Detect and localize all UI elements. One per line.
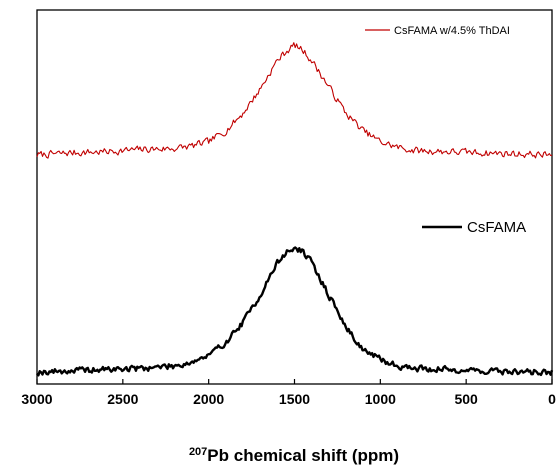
x-tick-label-2000: 2000	[193, 391, 224, 407]
series-layer	[36, 42, 554, 377]
legend-label-thdai: CsFAMA w/4.5% ThDAI	[394, 25, 510, 37]
x-axis-title-main: Pb chemical shift (ppm)	[207, 446, 399, 465]
legend-label-csfama: CsFAMA	[467, 219, 526, 236]
x-axis-title: 207Pb chemical shift (ppm)	[189, 446, 399, 465]
series-line-thdai	[36, 42, 553, 159]
series-line-csfama	[36, 246, 554, 377]
x-tick-label-1500: 1500	[279, 391, 310, 407]
x-tick-label-1000: 1000	[365, 391, 396, 407]
legend-entry-csfama: CsFAMA	[422, 219, 526, 236]
x-tick-label-0: 0	[548, 391, 556, 407]
x-tick-label-3000: 3000	[21, 391, 52, 407]
x-tick-labels: 3000 2500 2000 1500 1000 500 0	[21, 391, 556, 407]
legend-entry-thdai: CsFAMA w/4.5% ThDAI	[365, 25, 510, 37]
x-ticks	[36, 379, 553, 384]
plot-frame	[36, 9, 553, 385]
x-axis-title-superscript: 207	[189, 446, 207, 458]
x-tick-label-2500: 2500	[107, 391, 138, 407]
x-tick-label-500: 500	[454, 391, 478, 407]
